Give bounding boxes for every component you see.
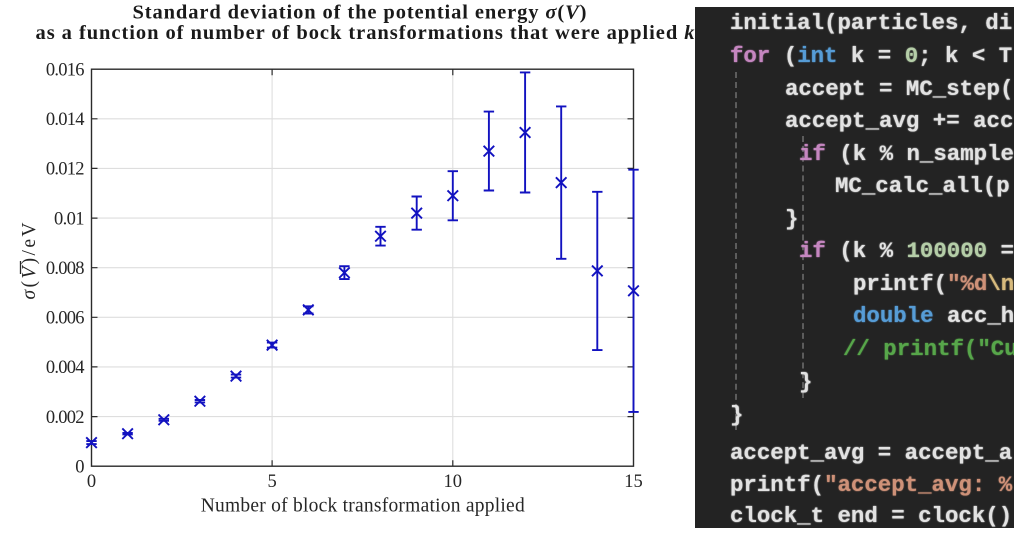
svg-text:5: 5	[267, 472, 276, 492]
svg-text:0.008: 0.008	[46, 259, 85, 279]
svg-text:15: 15	[624, 472, 643, 492]
svg-text:0.012: 0.012	[46, 160, 85, 180]
svg-text:0: 0	[87, 472, 96, 492]
svg-text:0.016: 0.016	[46, 61, 85, 81]
svg-text:0.014: 0.014	[46, 110, 85, 130]
svg-text:10: 10	[444, 472, 463, 492]
svg-text:0.002: 0.002	[46, 408, 85, 428]
svg-text:0.006: 0.006	[46, 309, 85, 329]
svg-text:σ(V)/eV: σ(V)/eV	[19, 223, 40, 300]
svg-text:0: 0	[75, 458, 84, 478]
svg-text:as a function of number of boc: as a function of number of bock transfor…	[36, 22, 696, 44]
svg-text:0.004: 0.004	[46, 358, 85, 378]
svg-text:Number of block transformation: Number of block transformation applied	[201, 496, 525, 517]
svg-text:0.01: 0.01	[54, 209, 85, 229]
svg-text:Standard deviation of the pote: Standard deviation of the potential ener…	[133, 1, 587, 23]
